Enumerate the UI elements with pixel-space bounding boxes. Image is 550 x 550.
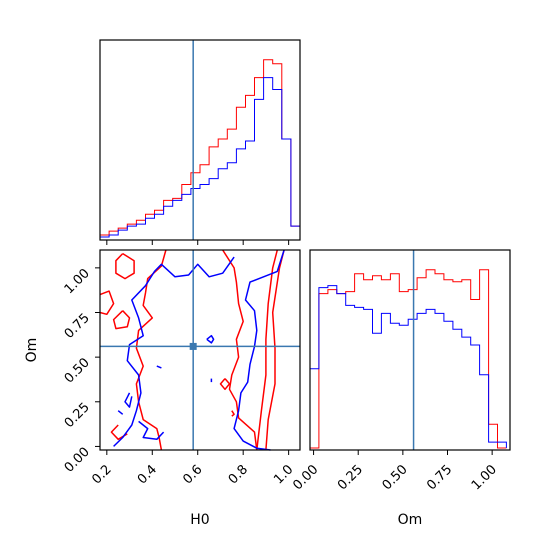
h0-hist-series-2 bbox=[99, 77, 301, 238]
x-tick-label-h0-0.6: 0.6 bbox=[180, 462, 205, 487]
y-tick-label-om-0.50: 0.50 bbox=[62, 355, 93, 386]
truth-marker bbox=[189, 342, 197, 350]
om-hist-frame bbox=[309, 249, 511, 451]
x-tick-label-om-0.00: 0.00 bbox=[290, 462, 321, 493]
y-axis-label-om: Om bbox=[24, 338, 40, 363]
contour-red-3 bbox=[265, 249, 285, 451]
om-hist-series-2 bbox=[309, 285, 507, 448]
x-tick-label-h0-0.2: 0.2 bbox=[89, 462, 114, 487]
contour-blue-4 bbox=[138, 420, 165, 441]
contour-blue-8 bbox=[117, 410, 124, 415]
om-histogram-panel: 0.00 0.25 0.50 0.75 1.00 bbox=[290, 249, 511, 493]
x-axis-label-h0: H0 bbox=[190, 512, 209, 528]
x-tick-label-h0-0.8: 0.8 bbox=[226, 462, 251, 487]
h0-hist-frame bbox=[99, 39, 301, 241]
contour-red-8 bbox=[110, 424, 128, 441]
contour-red-10 bbox=[231, 410, 235, 417]
contour-red-9 bbox=[219, 378, 231, 391]
x-tick-label-h0-0.4: 0.4 bbox=[135, 462, 160, 487]
y-tick-label-om-0.25: 0.25 bbox=[62, 400, 93, 431]
contour-blue-1 bbox=[113, 256, 235, 447]
contour-frame bbox=[99, 249, 301, 451]
contour-blue-7 bbox=[156, 365, 162, 369]
x-tick-label-om-1.00: 1.00 bbox=[469, 462, 500, 493]
x-tick-label-om-0.75: 0.75 bbox=[424, 462, 455, 493]
contour-blue-2 bbox=[233, 249, 285, 451]
contour-red-7 bbox=[112, 310, 131, 330]
contour-red-2 bbox=[222, 249, 258, 451]
contour-red-5 bbox=[115, 252, 135, 280]
y-tick-label-om-0.00: 0.00 bbox=[62, 445, 93, 476]
y-tick-label-om-1.00: 1.00 bbox=[62, 266, 93, 297]
om-hist-series-1 bbox=[310, 269, 507, 449]
y-tick-label-om-0.75: 0.75 bbox=[62, 311, 93, 342]
h0-histogram-panel bbox=[99, 39, 301, 245]
h0-om-contour-panel: 0.2 0.4 0.6 0.8 1.00.000.250.500.751.00 bbox=[62, 249, 301, 487]
x-axis-label-om: Om bbox=[398, 512, 423, 528]
x-tick-label-om-0.25: 0.25 bbox=[335, 462, 366, 493]
h0-hist-series-1 bbox=[99, 59, 301, 238]
contour-red-1 bbox=[135, 249, 167, 451]
x-tick-label-om-0.50: 0.50 bbox=[380, 462, 411, 493]
contour-red-6 bbox=[99, 290, 115, 316]
contour-blue-5 bbox=[206, 334, 215, 344]
contour-blue-3 bbox=[124, 392, 133, 408]
contour-red-4 bbox=[256, 249, 279, 451]
